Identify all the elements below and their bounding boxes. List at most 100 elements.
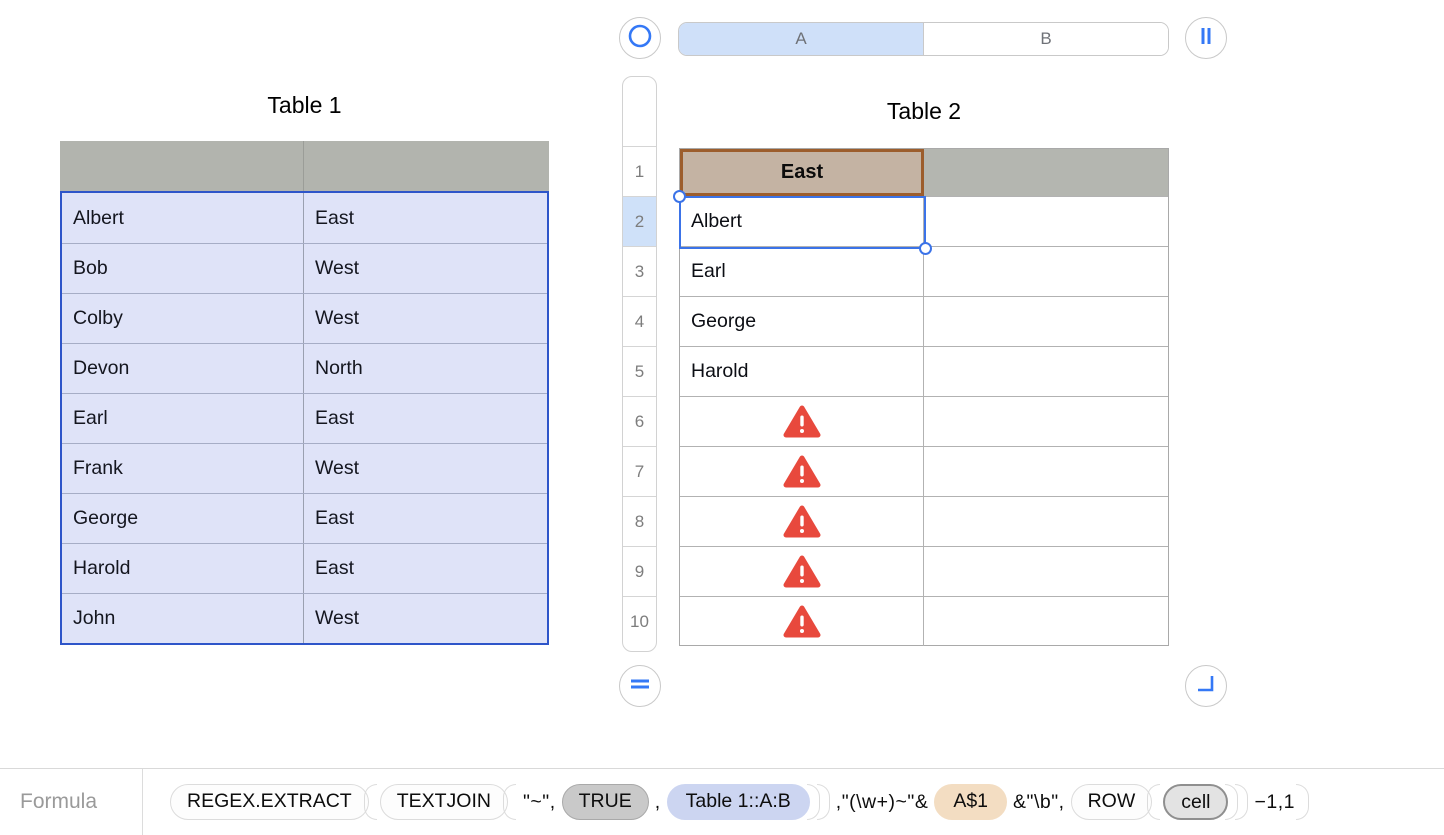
column-tab-a[interactable]: A bbox=[679, 23, 923, 55]
table1-cell[interactable]: West bbox=[315, 257, 360, 279]
row-number-10[interactable]: 10 bbox=[623, 596, 656, 646]
table1-cell[interactable]: East bbox=[315, 407, 355, 429]
table1-cell[interactable]: East bbox=[315, 557, 355, 579]
table1-cell[interactable]: Bob bbox=[62, 244, 304, 293]
table-select-button[interactable] bbox=[619, 17, 661, 59]
table2-row[interactable] bbox=[680, 396, 1168, 446]
cell-B2[interactable] bbox=[924, 197, 1168, 246]
column-tab-b[interactable]: B bbox=[923, 23, 1168, 55]
cell-B1[interactable] bbox=[924, 149, 1168, 196]
row-number-2[interactable]: 2 bbox=[623, 196, 656, 246]
cell-B9[interactable] bbox=[924, 547, 1168, 596]
row-number-9[interactable]: 9 bbox=[623, 546, 656, 596]
table1-cell[interactable]: George bbox=[62, 494, 304, 543]
table1-cell[interactable]: Albert bbox=[62, 193, 304, 243]
table1-cell[interactable]: West bbox=[315, 457, 360, 479]
row-number-7[interactable]: 7 bbox=[623, 446, 656, 496]
table2-row[interactable] bbox=[680, 596, 1168, 646]
cell-B7[interactable] bbox=[924, 447, 1168, 496]
table1-row[interactable]: George East bbox=[62, 493, 547, 543]
table2-row[interactable]: George bbox=[680, 296, 1168, 346]
table1-row[interactable]: Albert East bbox=[62, 193, 547, 243]
table1[interactable]: Albert East Bob West Colby West Devon North Earl… bbox=[60, 191, 549, 645]
table1-row[interactable]: John West bbox=[62, 593, 547, 643]
open-paren-arc bbox=[1147, 784, 1161, 820]
formula-token-row[interactable]: ROW bbox=[1070, 784, 1153, 820]
table1-row[interactable]: Devon North bbox=[62, 343, 547, 393]
table1-cell[interactable]: East bbox=[315, 507, 355, 529]
table1-cell[interactable]: West bbox=[315, 307, 360, 329]
cell-A1[interactable]: East bbox=[680, 149, 924, 196]
formula-bar-divider bbox=[142, 769, 143, 835]
formula-text-token[interactable]: ,"(\w+)~"& bbox=[835, 790, 929, 813]
table1-header-row[interactable] bbox=[60, 141, 549, 191]
table2-row[interactable]: Albert bbox=[680, 196, 1168, 246]
table1-cell[interactable]: East bbox=[315, 206, 355, 229]
formula-expression[interactable]: REGEX.EXTRACT TEXTJOIN "~", TRUE, Table 1::A… bbox=[170, 769, 1442, 835]
table1-cell[interactable]: Frank bbox=[62, 444, 304, 493]
cell-A3[interactable]: Earl bbox=[680, 247, 924, 296]
cell-A5[interactable]: Harold bbox=[680, 347, 924, 396]
table1-row[interactable]: Frank West bbox=[62, 443, 547, 493]
formula-text-token[interactable]: , bbox=[654, 790, 661, 813]
table1-header-cell[interactable] bbox=[60, 141, 304, 191]
table1-row[interactable]: Colby West bbox=[62, 293, 547, 343]
table2[interactable]: East Albert Earl George Harold bbox=[673, 148, 1169, 646]
cell-B8[interactable] bbox=[924, 497, 1168, 546]
formula-text-token[interactable]: "~", bbox=[522, 790, 556, 813]
formula-token-cell[interactable]: cell bbox=[1163, 784, 1229, 820]
row-number-8[interactable]: 8 bbox=[623, 496, 656, 546]
table1-cell[interactable]: North bbox=[315, 357, 363, 379]
table1-cell[interactable]: John bbox=[62, 594, 304, 643]
table2-row[interactable]: Harold bbox=[680, 346, 1168, 396]
formula-token-a-1[interactable]: A$1 bbox=[934, 784, 1008, 820]
formula-bar: Formula REGEX.EXTRACT TEXTJOIN "~", TRUE, Ta… bbox=[0, 768, 1444, 835]
cell-A2[interactable]: Albert bbox=[680, 197, 924, 246]
cell-B3[interactable] bbox=[924, 247, 1168, 296]
formula-token-regex-extract[interactable]: REGEX.EXTRACT bbox=[170, 784, 369, 820]
cell-A9[interactable] bbox=[680, 547, 924, 596]
row-number-1[interactable]: 1 bbox=[623, 146, 656, 196]
table1-cell[interactable]: Devon bbox=[62, 344, 304, 393]
row-number-5[interactable]: 5 bbox=[623, 346, 656, 396]
add-row-button[interactable] bbox=[619, 665, 661, 707]
table1-cell[interactable]: West bbox=[315, 607, 360, 629]
column-tab-bar[interactable]: A B bbox=[678, 22, 1169, 56]
row-number-6[interactable]: 6 bbox=[623, 396, 656, 446]
table1-header-cell[interactable] bbox=[304, 141, 549, 191]
row-number-4[interactable]: 4 bbox=[623, 296, 656, 346]
table2-row[interactable] bbox=[680, 546, 1168, 596]
column-handle-button[interactable] bbox=[1185, 17, 1227, 59]
cell-B6[interactable] bbox=[924, 397, 1168, 446]
formula-text-token[interactable]: −1,1 bbox=[1254, 790, 1295, 813]
table2-row[interactable] bbox=[680, 496, 1168, 546]
cell-B4[interactable] bbox=[924, 297, 1168, 346]
cell-A4[interactable]: George bbox=[680, 297, 924, 346]
cell-A8[interactable] bbox=[680, 497, 924, 546]
table1-row[interactable]: Harold East bbox=[62, 543, 547, 593]
table1-row[interactable]: Bob West bbox=[62, 243, 547, 293]
close-paren-arc bbox=[1235, 784, 1249, 820]
table1-cell[interactable]: Colby bbox=[62, 294, 304, 343]
cell-B5[interactable] bbox=[924, 347, 1168, 396]
row-number-strip[interactable]: 1 2 3 4 5 6 7 8 9 10 bbox=[622, 76, 657, 652]
row-number-3[interactable]: 3 bbox=[623, 246, 656, 296]
cell-A10[interactable] bbox=[680, 597, 924, 646]
cell-A6[interactable] bbox=[680, 397, 924, 446]
table1-cell[interactable]: Earl bbox=[62, 394, 304, 443]
table2-row[interactable]: Earl bbox=[680, 246, 1168, 296]
parallel-bars-icon bbox=[1193, 23, 1219, 54]
formula-token-table-1-a-b[interactable]: Table 1::A:B bbox=[666, 784, 810, 820]
formula-token-true[interactable]: TRUE bbox=[561, 784, 649, 820]
cell-A7[interactable] bbox=[680, 447, 924, 496]
circle-ring-icon bbox=[627, 23, 653, 54]
table1-row[interactable]: Earl East bbox=[62, 393, 547, 443]
cell-B10[interactable] bbox=[924, 597, 1168, 646]
table2-row[interactable] bbox=[680, 446, 1168, 496]
formula-token-textjoin[interactable]: TEXTJOIN bbox=[379, 784, 508, 820]
formula-text-token[interactable]: &"\b", bbox=[1013, 790, 1065, 813]
table-resize-handle[interactable] bbox=[1185, 665, 1227, 707]
table1-cell[interactable]: Harold bbox=[62, 544, 304, 593]
table2-header-row[interactable]: East bbox=[680, 149, 1168, 196]
